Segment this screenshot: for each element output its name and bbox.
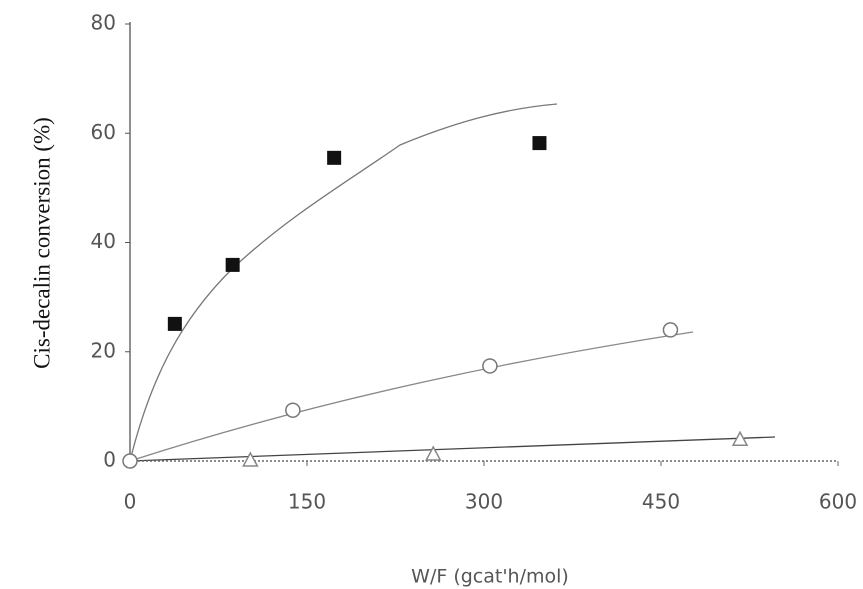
x-axis-label: W/F (gcat'h/mol): [411, 566, 569, 588]
y-tick-label: 0: [103, 448, 116, 472]
point: [532, 136, 547, 151]
point: [327, 150, 342, 165]
x-tick-label: 450: [642, 490, 680, 514]
fit-curve: [129, 436, 776, 462]
point: [242, 451, 259, 467]
point: [662, 322, 679, 338]
y-tick-label: 40: [91, 229, 116, 253]
point: [167, 316, 182, 331]
point: [225, 257, 240, 272]
point: [285, 402, 301, 418]
x-tick-label: 0: [124, 490, 137, 514]
point: [425, 445, 442, 461]
fit-curve: [129, 331, 694, 462]
fit-curve: [129, 103, 558, 462]
x-tick-label: 600: [819, 490, 857, 514]
y-tick-label: 60: [91, 120, 116, 144]
y-tick-label: 80: [91, 11, 116, 35]
point: [122, 453, 138, 469]
point: [731, 430, 749, 446]
point: [482, 358, 498, 374]
x-tick-label: 300: [465, 490, 503, 514]
x-tick-label: 150: [288, 490, 326, 514]
y-tick-label: 20: [91, 338, 116, 362]
y-axis-label: Cis-decalin conversion (%): [29, 117, 54, 369]
